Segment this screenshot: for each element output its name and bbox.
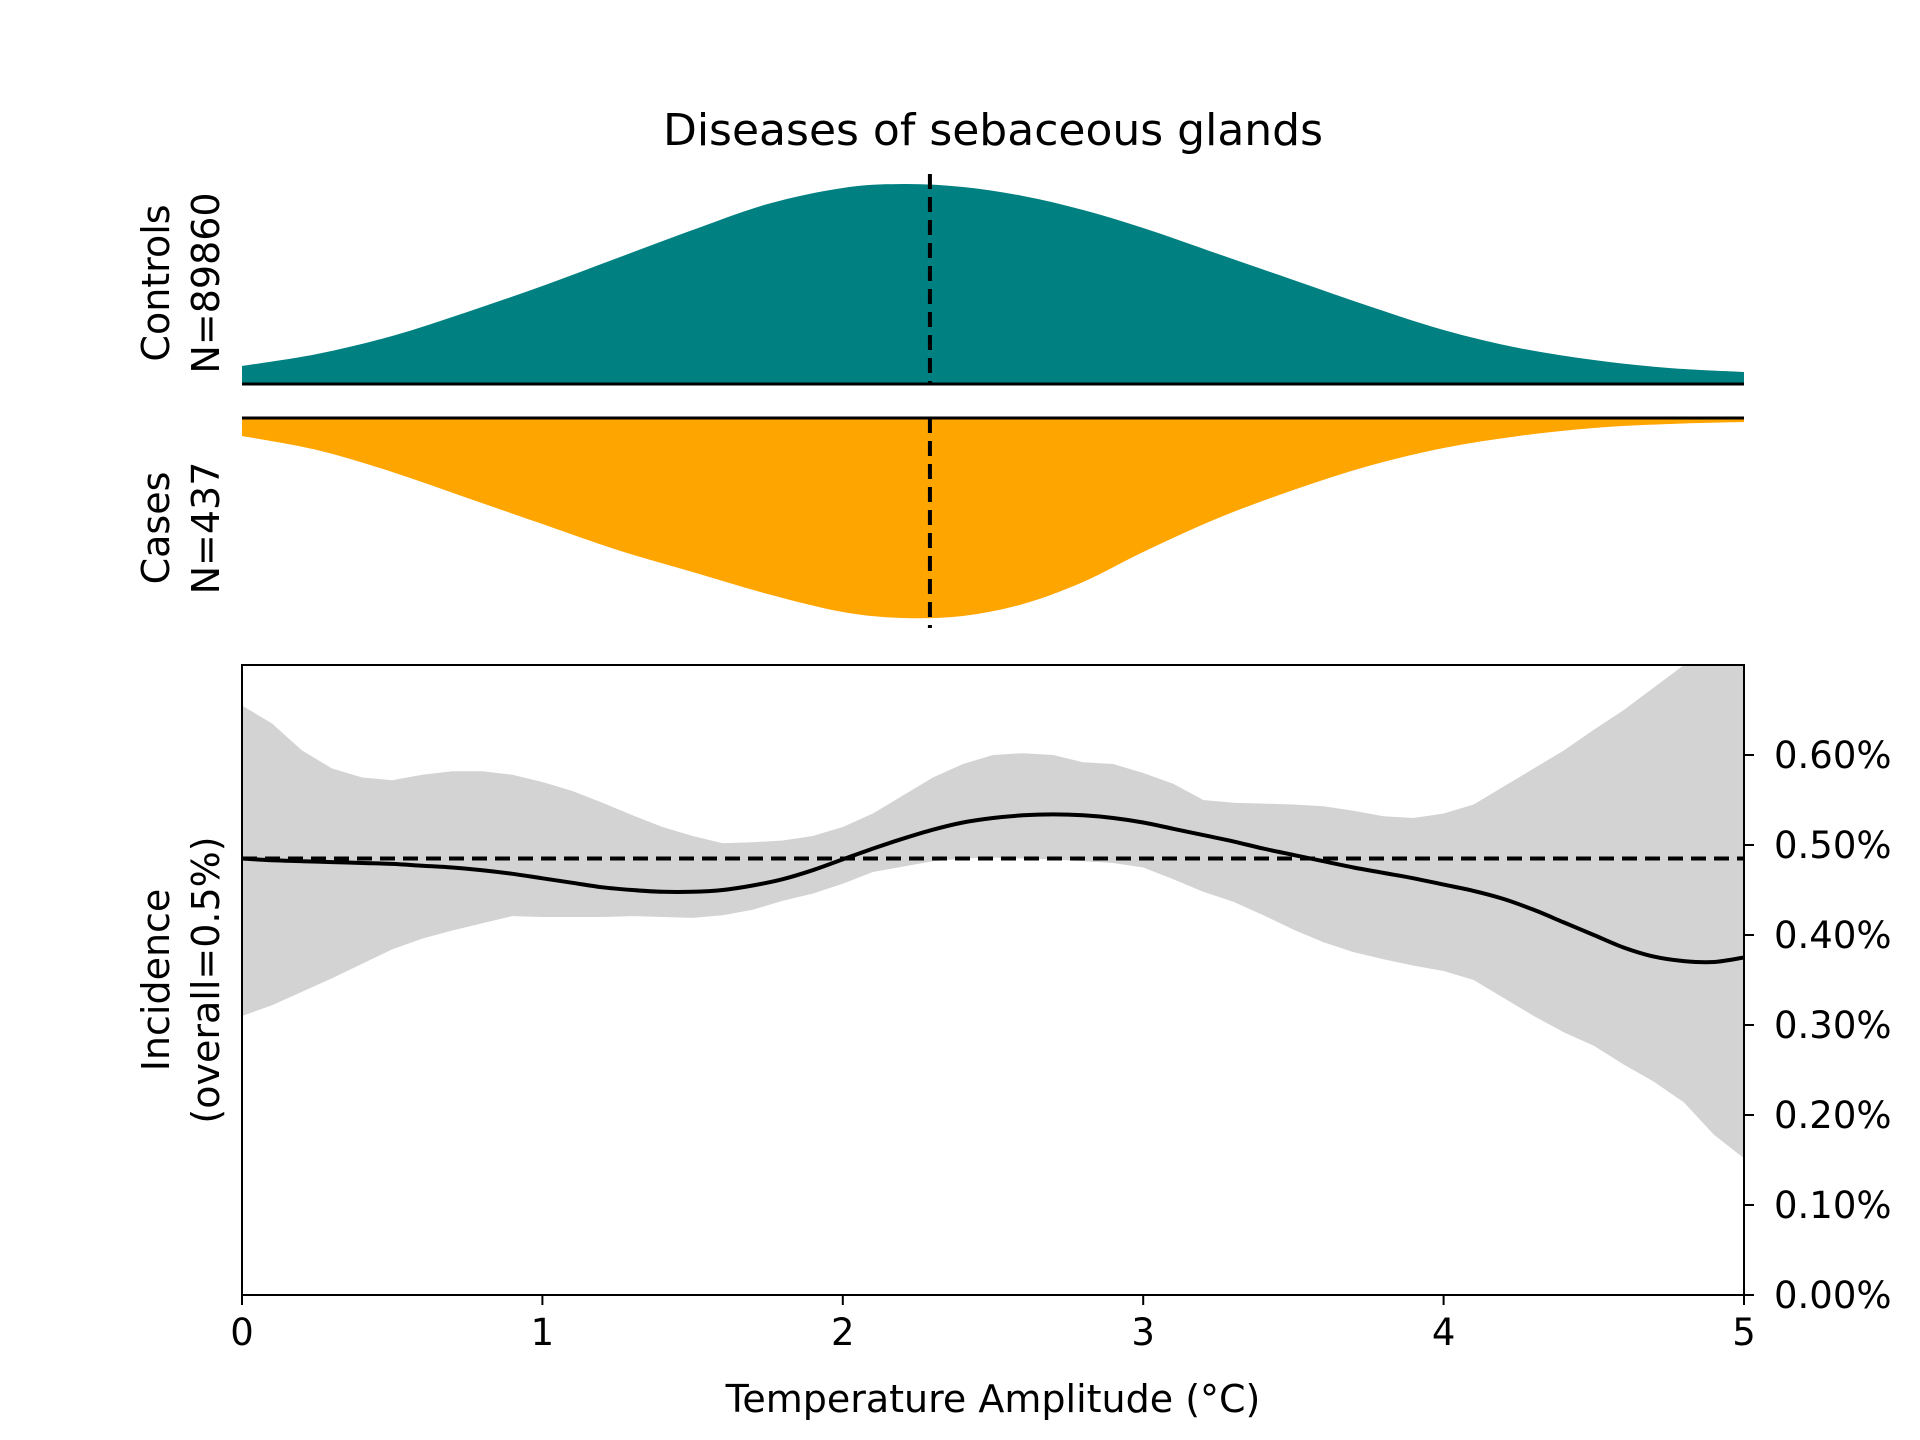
x-axis-ticks: 0 1 2 3 4 5: [230, 1295, 1756, 1354]
cases-ylabel-line2: N=437: [184, 462, 228, 595]
cases-density-panel: Cases N=437: [134, 416, 1744, 628]
x-tick-label: 5: [1732, 1311, 1756, 1354]
chart-title: Diseases of sebaceous glands: [663, 105, 1323, 156]
controls-density-area: [242, 183, 1744, 384]
y-axis-ticks: 0.00% 0.10% 0.20% 0.30% 0.40% 0.50% 0.60%: [1744, 734, 1892, 1317]
incidence-panel: 0 1 2 3 4 5 0.00% 0.10% 0.20% 0.30% 0.40% 0.50% 0.6…: [134, 664, 1892, 1421]
controls-density-panel: Controls N=89860: [134, 174, 1744, 386]
y-tick-label: 0.00%: [1774, 1274, 1892, 1317]
y-tick-label: 0.20%: [1774, 1094, 1892, 1137]
cases-ylabel-line1: Cases: [134, 472, 178, 585]
x-tick-label: 1: [531, 1311, 555, 1354]
incidence-ylabel-line2: (overall=0.5%): [184, 836, 228, 1123]
incidence-axes-frame: [241, 664, 1745, 1296]
y-tick-label: 0.30%: [1774, 1004, 1892, 1047]
y-tick-label: 0.40%: [1774, 914, 1892, 957]
y-tick-label: 0.50%: [1774, 824, 1892, 867]
y-tick-label: 0.10%: [1774, 1184, 1892, 1227]
x-axis-label: Temperature Amplitude (°C): [725, 1377, 1261, 1421]
incidence-estimate-line: [242, 812, 1744, 965]
incidence-ylabel-line1: Incidence: [134, 889, 178, 1072]
cases-density-area: [242, 418, 1744, 619]
controls-ylabel-line1: Controls: [134, 204, 178, 361]
y-tick-label: 0.60%: [1774, 734, 1892, 777]
controls-ylabel-line2: N=89860: [184, 192, 228, 373]
x-tick-label: 3: [1131, 1311, 1155, 1354]
x-tick-label: 4: [1432, 1311, 1456, 1354]
confidence-band: [242, 665, 1744, 1159]
x-tick-label: 0: [230, 1311, 254, 1354]
x-tick-label: 2: [831, 1311, 855, 1354]
